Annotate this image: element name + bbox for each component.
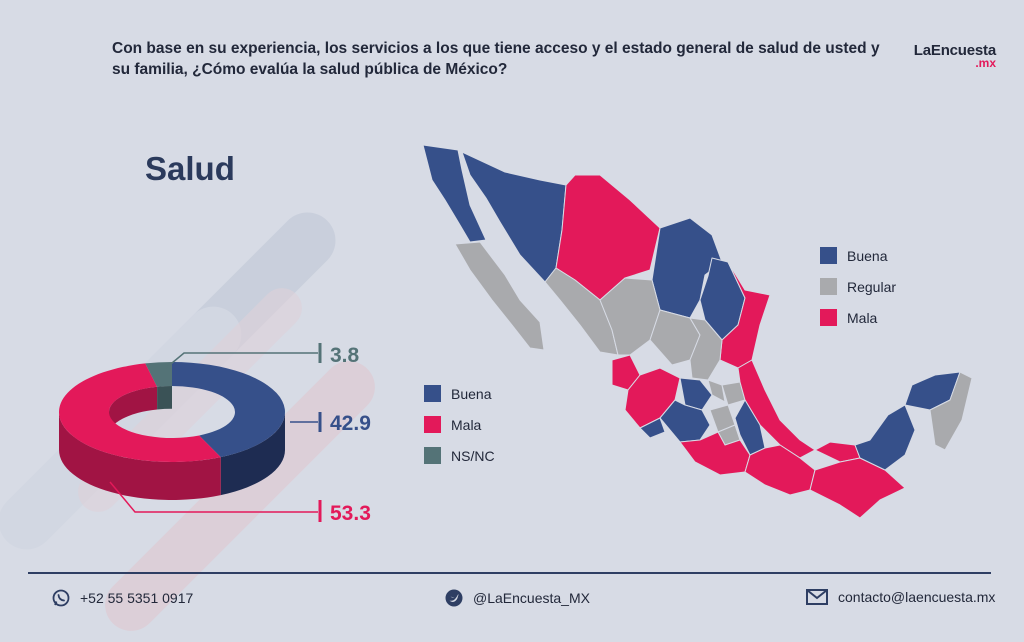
leader-line-nsnc — [165, 352, 318, 369]
state-chiapas — [809, 457, 906, 519]
legend-swatch — [820, 309, 837, 326]
value-label-buena: 42.9 — [330, 412, 371, 435]
state-guerrero — [679, 431, 751, 476]
legend-swatch — [820, 278, 837, 295]
legend-item-regular: Regular — [820, 271, 896, 302]
legend-item-buena: Buena — [820, 240, 896, 271]
twitter-icon — [445, 589, 463, 607]
legend-label: Regular — [847, 278, 897, 295]
legend-item-nsnc: NS/NC — [424, 440, 495, 471]
state-oaxaca — [744, 444, 816, 496]
state-queretaro — [707, 379, 726, 403]
donut-inner-wall-mala — [109, 386, 158, 435]
brand-tld-text: .mx — [975, 56, 996, 70]
leader-line-mala — [109, 481, 318, 513]
chart-title: Salud — [145, 150, 235, 187]
map-legend: Buena Regular Mala — [820, 240, 896, 333]
legend-label: Mala — [451, 416, 482, 433]
email-address: contacto@laencuesta.mx — [838, 589, 996, 605]
state-baja-california-sur — [454, 241, 545, 351]
legend-item-mala: Mala — [424, 409, 495, 440]
legend-label: NS/NC — [451, 447, 495, 464]
value-label-nsnc: 3.8 — [330, 344, 360, 367]
phone-number: +52 55 5351 0917 — [80, 590, 194, 606]
brand-name: LaEncuesta — [913, 42, 996, 59]
donut-wall-buena — [220, 412, 285, 496]
footer-divider — [28, 572, 991, 574]
value-label-mala: 53.3 — [330, 502, 371, 525]
legend-swatch — [820, 247, 837, 264]
brand-tld: .mx — [912, 56, 996, 70]
legend-swatch — [424, 447, 441, 464]
state-baja-california — [422, 144, 487, 243]
donut-inner-wall-nsnc — [157, 386, 172, 410]
donut-slice-nsnc — [145, 362, 172, 387]
brand-logo: LaEncuesta .mx — [912, 42, 996, 70]
state-chihuahua — [555, 174, 661, 301]
whatsapp-icon — [52, 589, 70, 607]
donut-slice-mala — [58, 363, 221, 463]
donut-slice-buena — [172, 362, 286, 458]
twitter-handle: @LaEncuesta_MX — [473, 590, 590, 606]
envelope-icon — [806, 589, 828, 605]
donut-legend: Buena Mala NS/NC — [424, 378, 495, 471]
legend-item-buena: Buena — [424, 378, 495, 409]
state-quintana-roo — [929, 371, 973, 451]
footer-twitter[interactable]: @LaEncuesta_MX — [445, 589, 590, 607]
state-guanajuato — [679, 377, 713, 411]
legend-swatch — [424, 416, 441, 433]
footer-email[interactable]: contacto@laencuesta.mx — [806, 589, 995, 605]
footer-phone[interactable]: +52 55 5351 0917 — [52, 589, 193, 607]
legend-item-mala: Mala — [820, 302, 896, 333]
state-veracruz — [737, 359, 816, 459]
state-colima — [639, 417, 666, 439]
legend-label: Buena — [847, 247, 888, 264]
donut-wall-mala — [59, 412, 221, 500]
state-campeche — [854, 404, 916, 471]
legend-label: Mala — [847, 309, 878, 326]
legend-label: Buena — [451, 385, 492, 402]
legend-swatch — [424, 385, 441, 402]
survey-question: Con base en su experiencia, los servicio… — [112, 40, 880, 78]
